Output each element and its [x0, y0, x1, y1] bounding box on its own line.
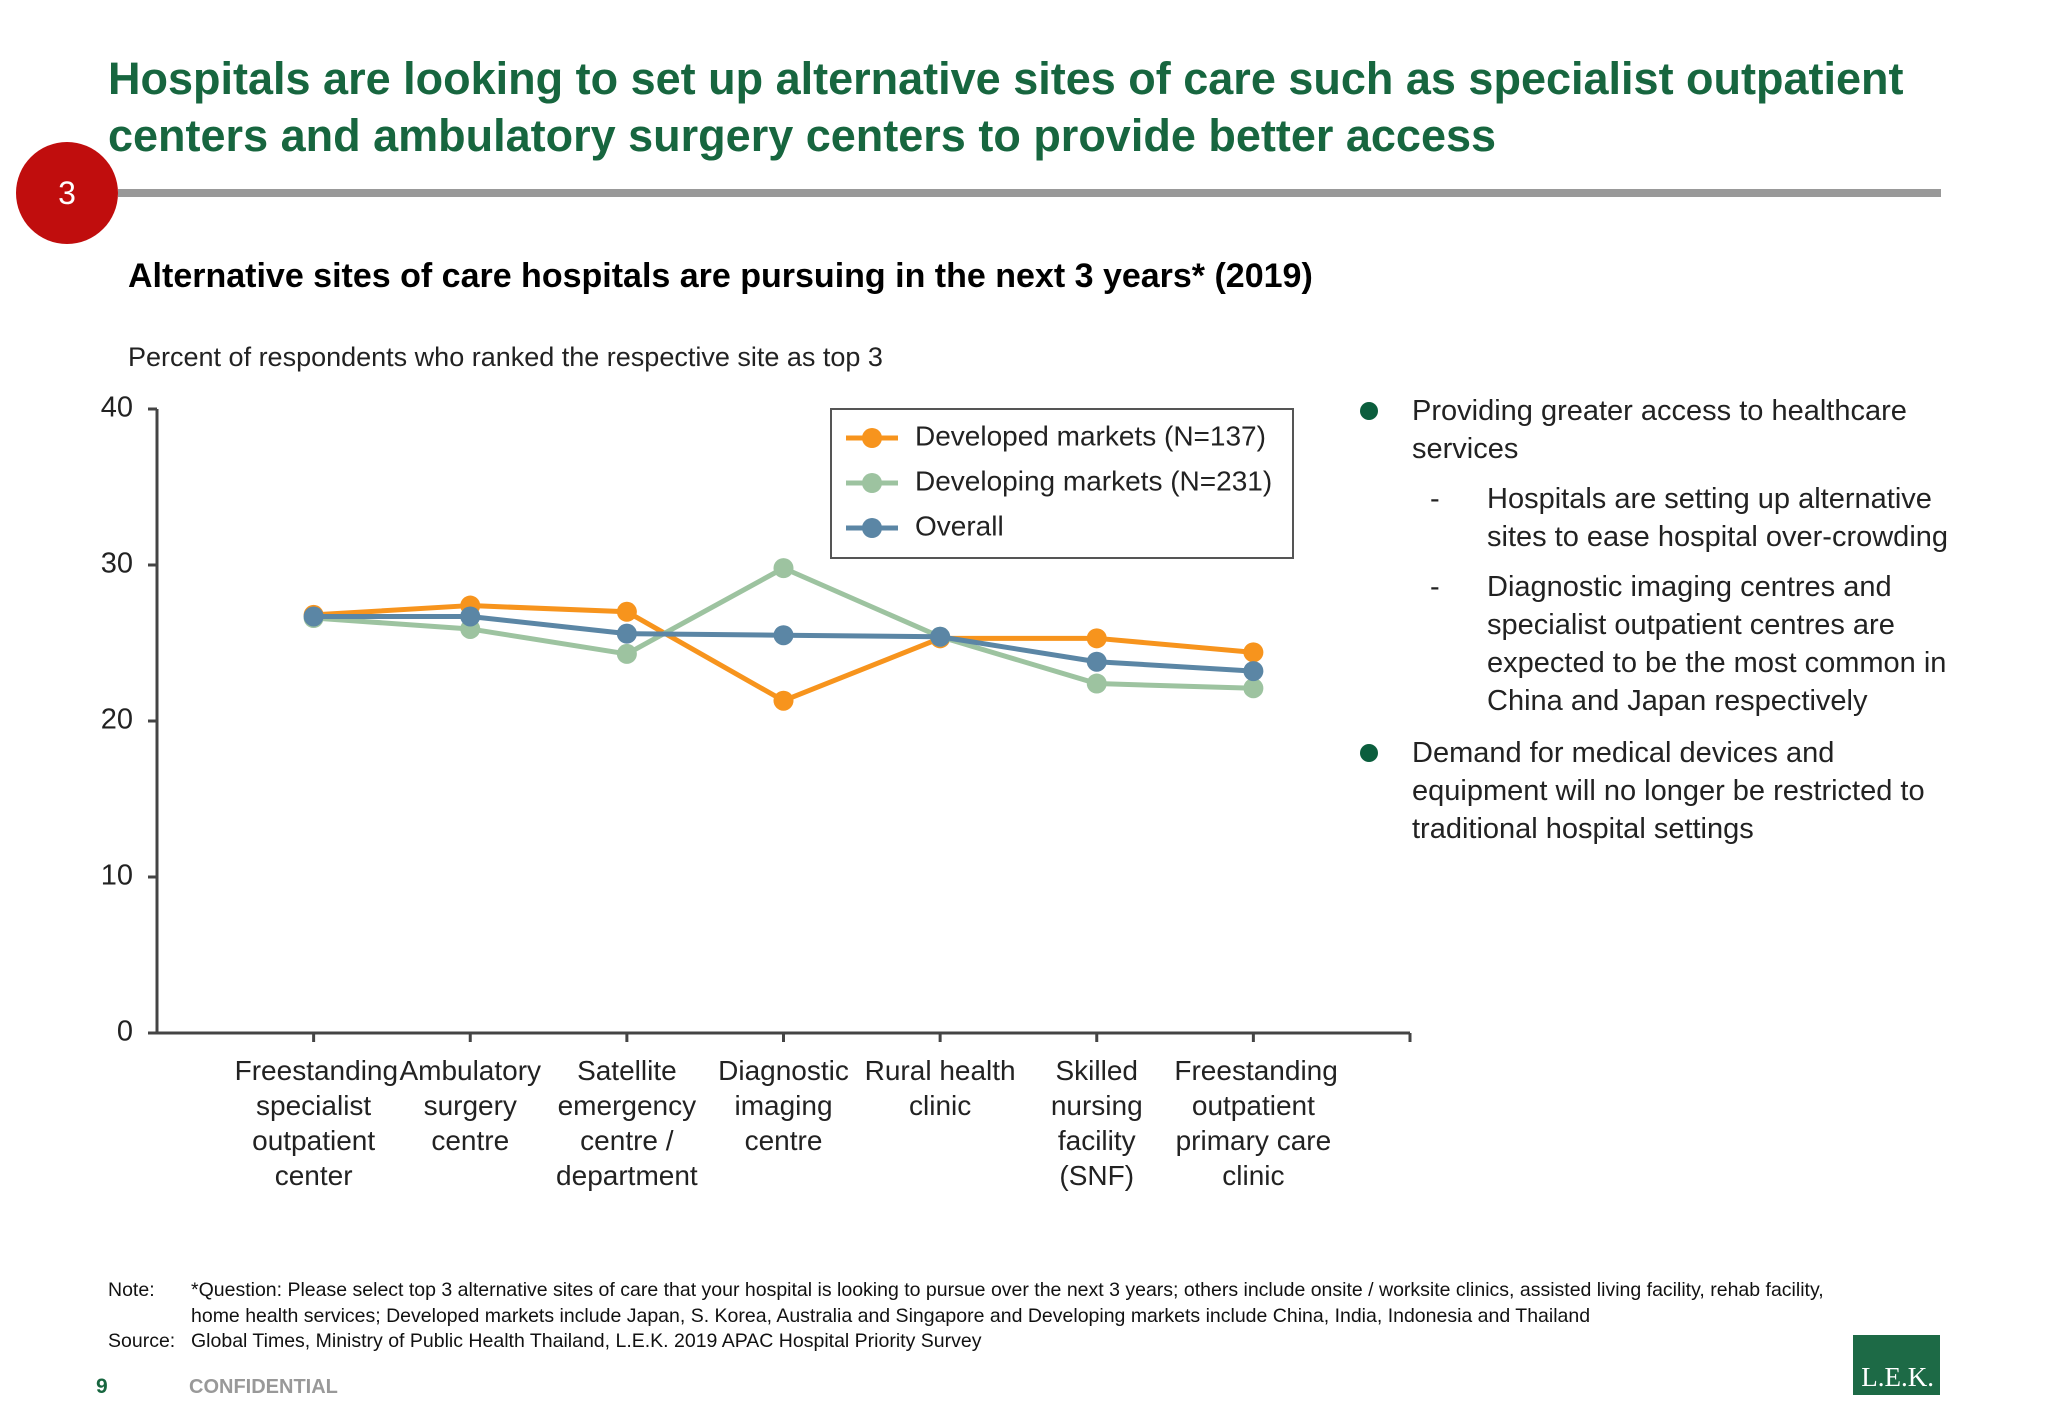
logo: L.E.K. [1853, 1335, 1940, 1395]
slide-title: Hospitals are looking to set up alternat… [108, 53, 1904, 161]
sub-bullet: Diagnostic imaging centres and specialis… [1412, 568, 1960, 720]
legend-marker [862, 518, 882, 538]
sub-bullet: Hospitals are setting up alternative sit… [1412, 480, 1960, 556]
data-point [1086, 628, 1107, 649]
data-point [773, 625, 794, 646]
note-text: *Question: Please select top 3 alternati… [191, 1279, 1824, 1327]
x-tick-label: Rural health clinic [864, 1055, 1016, 1121]
x-tick-label: Skilled nursing facility (SNF) [1050, 1055, 1143, 1191]
y-tick-label: 30 [101, 548, 133, 580]
confidential: CONFIDENTIAL [189, 1376, 338, 1398]
bullet: Providing greater access to healthcare s… [1360, 392, 1960, 720]
y-tick-label: 20 [101, 704, 133, 736]
source-label: Source: [108, 1330, 176, 1352]
legend-label: Developing markets (N=231) [915, 465, 1272, 496]
bullet-text: Demand for medical devices and equipment… [1412, 737, 1925, 845]
title-rule [118, 189, 1941, 197]
y-tick-label: 40 [101, 392, 133, 424]
legend-label: Overall [915, 510, 1004, 541]
data-point [616, 623, 637, 644]
data-point [773, 690, 794, 711]
data-point [773, 558, 794, 579]
y-tick-label: 0 [117, 1016, 133, 1048]
chart-title: Alternative sites of care hospitals are … [128, 257, 1313, 295]
source-text: Global Times, Ministry of Public Health … [191, 1330, 982, 1352]
note-label: Note: [108, 1279, 155, 1301]
data-point [616, 601, 637, 622]
chart-subtitle: Percent of respondents who ranked the re… [128, 342, 883, 372]
data-point [1243, 678, 1264, 699]
data-point [303, 606, 324, 627]
data-point [1086, 673, 1107, 694]
page-number: 9 [96, 1375, 108, 1398]
x-tick-label: Freestanding outpatient primary care cli… [1174, 1055, 1338, 1191]
data-point [1243, 661, 1264, 682]
section-badge: 3 [16, 142, 118, 244]
bullet-text: Providing greater access to healthcare s… [1412, 395, 1907, 465]
x-tick-label: Satellite emergency centre / department [556, 1055, 698, 1191]
bullet: Demand for medical devices and equipment… [1360, 734, 1960, 848]
data-point [460, 606, 481, 627]
data-point [1243, 642, 1264, 663]
x-tick-label: Diagnostic imaging centre [718, 1055, 849, 1156]
legend-marker [862, 428, 882, 448]
legend-box [830, 408, 1294, 559]
y-tick-label: 10 [101, 860, 133, 892]
x-tick-label: Ambulatory surgery centre [399, 1055, 542, 1156]
legend-label: Developed markets (N=137) [915, 420, 1266, 451]
data-point [1086, 651, 1107, 672]
data-point [616, 643, 637, 664]
legend-marker [862, 473, 882, 493]
bullet-list: Providing greater access to healthcare s… [1360, 392, 1960, 862]
x-tick-label: Freestanding specialist outpatient cente… [234, 1055, 399, 1191]
data-point [930, 626, 951, 647]
